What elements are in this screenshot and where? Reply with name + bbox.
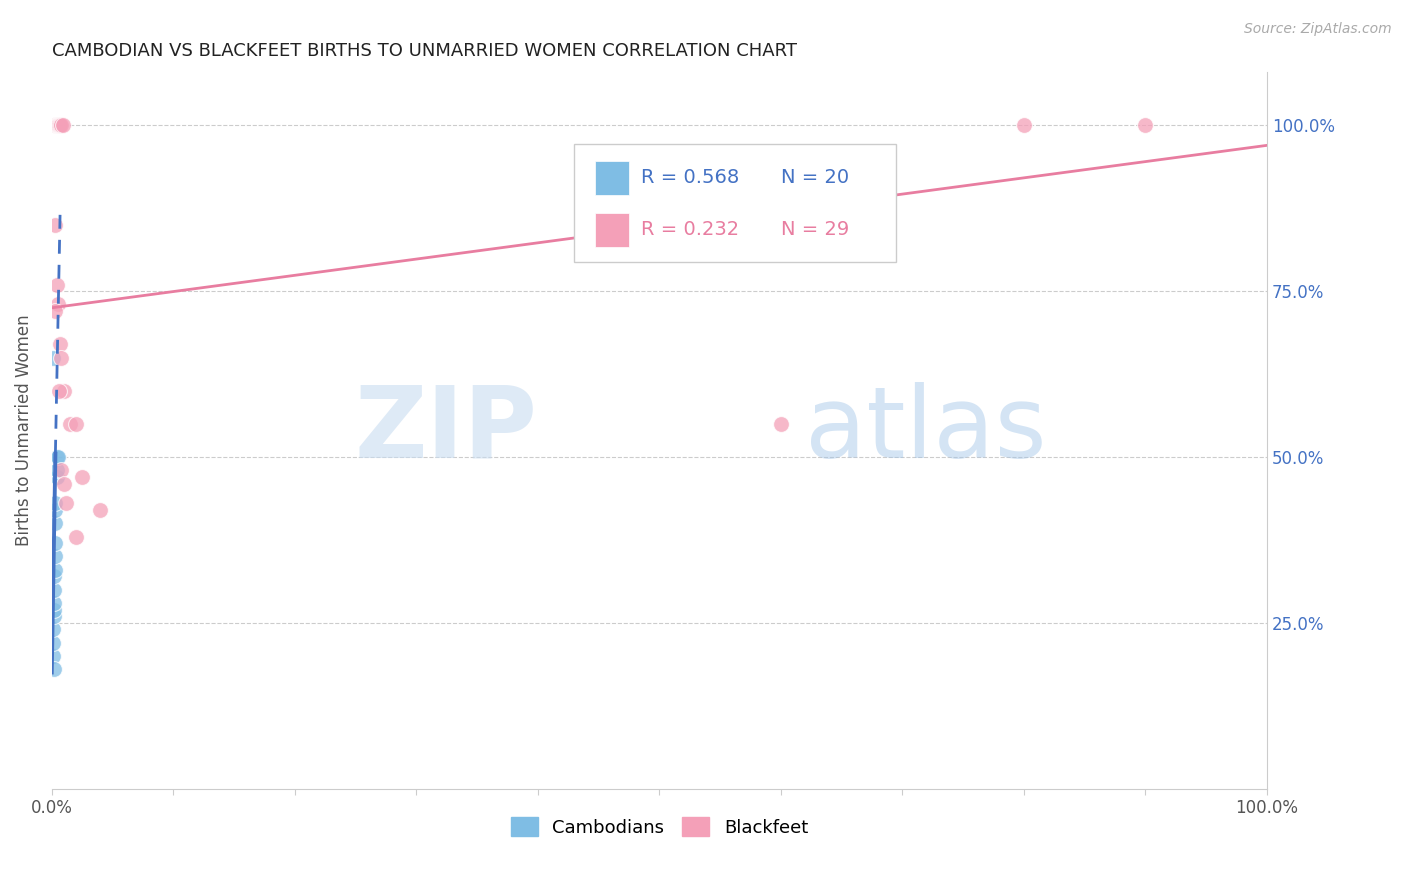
Point (51, 119, 73, 133)
Text: CAMBODIAN VS BLACKFEET BIRTHS TO UNMARRIED WOMEN CORRELATION CHART: CAMBODIAN VS BLACKFEET BIRTHS TO UNMARRI… (52, 42, 797, 60)
Point (44, 582, 66, 597)
Text: N = 20: N = 20 (780, 169, 849, 187)
Point (52, 119, 75, 133)
Point (45, 450, 67, 464)
Point (42, 623, 65, 637)
Point (44, 218, 66, 232)
Point (44, 516, 66, 531)
Point (44, 596, 66, 610)
Point (46, 119, 69, 133)
Text: R = 0.568: R = 0.568 (641, 169, 740, 187)
Text: R = 0.232: R = 0.232 (641, 220, 740, 239)
Point (44, 602, 66, 616)
Text: Source: ZipAtlas.com: Source: ZipAtlas.com (1244, 22, 1392, 37)
FancyBboxPatch shape (595, 161, 628, 194)
Point (52, 476, 75, 491)
Point (1012, 119, 1035, 133)
Point (1135, 119, 1157, 133)
Point (44, 496, 66, 510)
Point (46, 450, 69, 464)
Point (65, 530, 87, 544)
Point (42, 351, 65, 365)
Point (51, 351, 73, 365)
Point (44, 609, 66, 624)
Point (51, 463, 73, 477)
Text: ZIP: ZIP (354, 382, 538, 479)
Point (48, 119, 70, 133)
Point (44, 119, 66, 133)
Point (49, 119, 72, 133)
Point (46, 119, 69, 133)
Point (45, 463, 67, 477)
Point (42, 648, 65, 663)
Text: atlas: atlas (806, 382, 1047, 479)
Point (45, 119, 67, 133)
Point (44, 662, 66, 676)
Point (42, 635, 65, 649)
Point (44, 304, 66, 318)
Legend: Cambodians, Blackfeet: Cambodians, Blackfeet (503, 810, 815, 844)
FancyBboxPatch shape (574, 144, 896, 262)
Point (44, 549, 66, 564)
Point (45, 119, 67, 133)
Point (44, 536, 66, 550)
Y-axis label: Births to Unmarried Women: Births to Unmarried Women (15, 315, 32, 546)
Point (769, 417, 792, 431)
Point (59, 417, 82, 431)
Point (49, 337, 72, 351)
Point (45, 277, 67, 292)
Point (65, 417, 87, 431)
FancyBboxPatch shape (595, 213, 628, 247)
Text: N = 29: N = 29 (780, 220, 849, 239)
Point (48, 384, 70, 398)
Point (89, 503, 111, 517)
Point (44, 569, 66, 583)
Point (55, 496, 77, 510)
Point (70, 470, 93, 484)
Point (52, 384, 75, 398)
Point (45, 470, 67, 484)
Point (46, 297, 69, 311)
Point (44, 563, 66, 577)
Point (769, 218, 792, 232)
Point (44, 503, 66, 517)
